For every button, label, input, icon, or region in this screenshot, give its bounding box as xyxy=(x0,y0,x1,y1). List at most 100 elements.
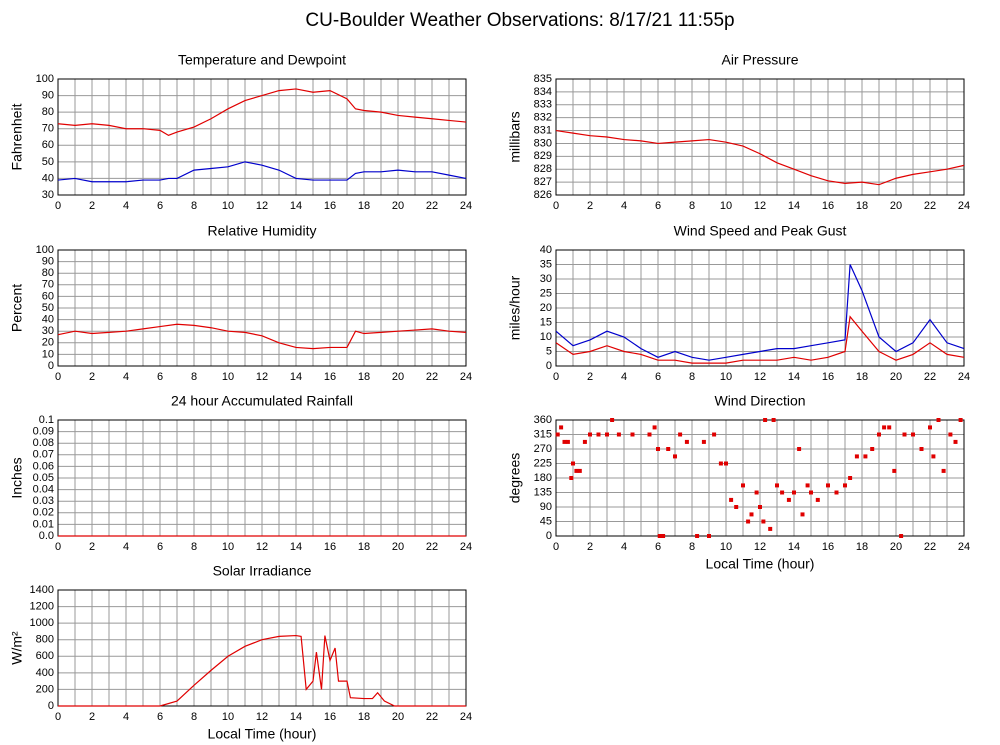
point xyxy=(741,483,745,488)
point xyxy=(695,534,700,538)
y-tick-label: 225 xyxy=(534,457,552,469)
point xyxy=(911,432,915,437)
y-tick-label: 800 xyxy=(36,634,54,646)
x-tick-label: 22 xyxy=(924,541,936,553)
point xyxy=(661,534,666,538)
point xyxy=(734,505,739,509)
point xyxy=(931,454,936,459)
point xyxy=(877,432,881,437)
y-axis-label: degrees xyxy=(507,453,523,504)
point xyxy=(768,526,773,531)
y-tick-label: 0.08 xyxy=(33,437,54,449)
point xyxy=(562,439,567,444)
x-tick-label: 24 xyxy=(460,711,472,723)
y-tick-label: 0.07 xyxy=(33,449,54,461)
x-tick-label: 14 xyxy=(290,711,302,723)
x-tick-label: 4 xyxy=(621,541,627,553)
y-tick-label: 0.04 xyxy=(33,484,54,496)
page-title: CU-Boulder Weather Observations: 8/17/21… xyxy=(305,10,734,31)
point xyxy=(843,483,847,488)
y-tick-label: 360 xyxy=(534,414,552,426)
y-axis-label: Fahrenheit xyxy=(9,103,25,170)
x-tick-label: 24 xyxy=(958,541,970,553)
point xyxy=(559,425,564,430)
y-tick-label: 1000 xyxy=(30,617,54,629)
point xyxy=(577,468,582,473)
point xyxy=(574,468,579,473)
x-tick-label: 20 xyxy=(890,371,902,383)
x-tick-label: 18 xyxy=(358,371,370,383)
y-tick-label: 40 xyxy=(540,244,552,256)
point xyxy=(616,432,621,437)
x-tick-label: 14 xyxy=(290,371,302,383)
x-tick-label: 6 xyxy=(157,371,163,383)
point xyxy=(712,432,717,437)
point xyxy=(854,454,859,459)
y-tick-label: 0.05 xyxy=(33,472,54,484)
point xyxy=(800,512,805,517)
x-tick-label: 4 xyxy=(123,371,129,383)
point xyxy=(666,447,671,451)
y-tick-label: 70 xyxy=(42,123,54,135)
x-tick-label: 8 xyxy=(191,371,197,383)
x-axis-label: Local Time (hour) xyxy=(208,726,317,742)
x-tick-label: 14 xyxy=(788,371,800,383)
point xyxy=(771,418,776,422)
x-tick-label: 20 xyxy=(392,541,404,553)
x-tick-label: 20 xyxy=(392,711,404,723)
x-tick-label: 6 xyxy=(655,541,661,553)
point xyxy=(919,447,924,451)
point xyxy=(630,432,635,437)
point xyxy=(718,461,723,466)
point xyxy=(882,425,887,430)
y-tick-label: 0.09 xyxy=(33,426,54,438)
y-tick-label: 30 xyxy=(42,189,54,201)
point xyxy=(605,432,609,437)
y-tick-label: 40 xyxy=(42,172,54,184)
point xyxy=(936,418,941,422)
x-tick-label: 24 xyxy=(460,371,472,383)
point xyxy=(610,418,615,422)
series-line xyxy=(57,88,467,137)
x-tick-label: 10 xyxy=(222,200,234,212)
x-tick-label: 18 xyxy=(856,371,868,383)
x-tick-label: 12 xyxy=(256,371,268,383)
point xyxy=(754,490,759,495)
point xyxy=(763,418,768,422)
point xyxy=(569,476,574,480)
x-tick-label: 0 xyxy=(55,541,61,553)
point xyxy=(834,490,839,495)
x-tick-label: 2 xyxy=(587,371,593,383)
point xyxy=(775,483,779,488)
point xyxy=(797,447,802,451)
series-line xyxy=(58,634,466,707)
x-tick-label: 4 xyxy=(123,200,129,212)
x-tick-label: 22 xyxy=(426,711,438,723)
y-tick-label: 40 xyxy=(42,314,54,326)
y-tick-label: 830 xyxy=(534,137,552,149)
x-tick-label: 0 xyxy=(553,371,559,383)
x-tick-label: 8 xyxy=(689,541,695,553)
y-tick-label: 827 xyxy=(534,176,552,188)
point xyxy=(815,497,820,502)
point xyxy=(941,468,946,473)
y-tick-label: 826 xyxy=(534,189,552,201)
x-tick-label: 12 xyxy=(754,541,766,553)
plot-border xyxy=(57,249,467,367)
x-tick-label: 2 xyxy=(89,371,95,383)
point xyxy=(786,497,791,502)
x-tick-label: 14 xyxy=(788,200,800,212)
series-line xyxy=(555,264,965,361)
y-tick-label: 20 xyxy=(42,337,54,349)
point xyxy=(870,447,875,451)
plot-border xyxy=(555,78,965,196)
x-tick-label: 22 xyxy=(426,200,438,212)
y-tick-label: 90 xyxy=(42,256,54,268)
y-tick-label: 834 xyxy=(534,86,552,98)
y-tick-label: 1400 xyxy=(30,584,54,596)
y-tick-label: 270 xyxy=(534,443,552,455)
x-tick-label: 10 xyxy=(720,200,732,212)
y-tick-label: 30 xyxy=(540,273,552,285)
x-tick-label: 12 xyxy=(754,371,766,383)
x-tick-label: 10 xyxy=(222,371,234,383)
